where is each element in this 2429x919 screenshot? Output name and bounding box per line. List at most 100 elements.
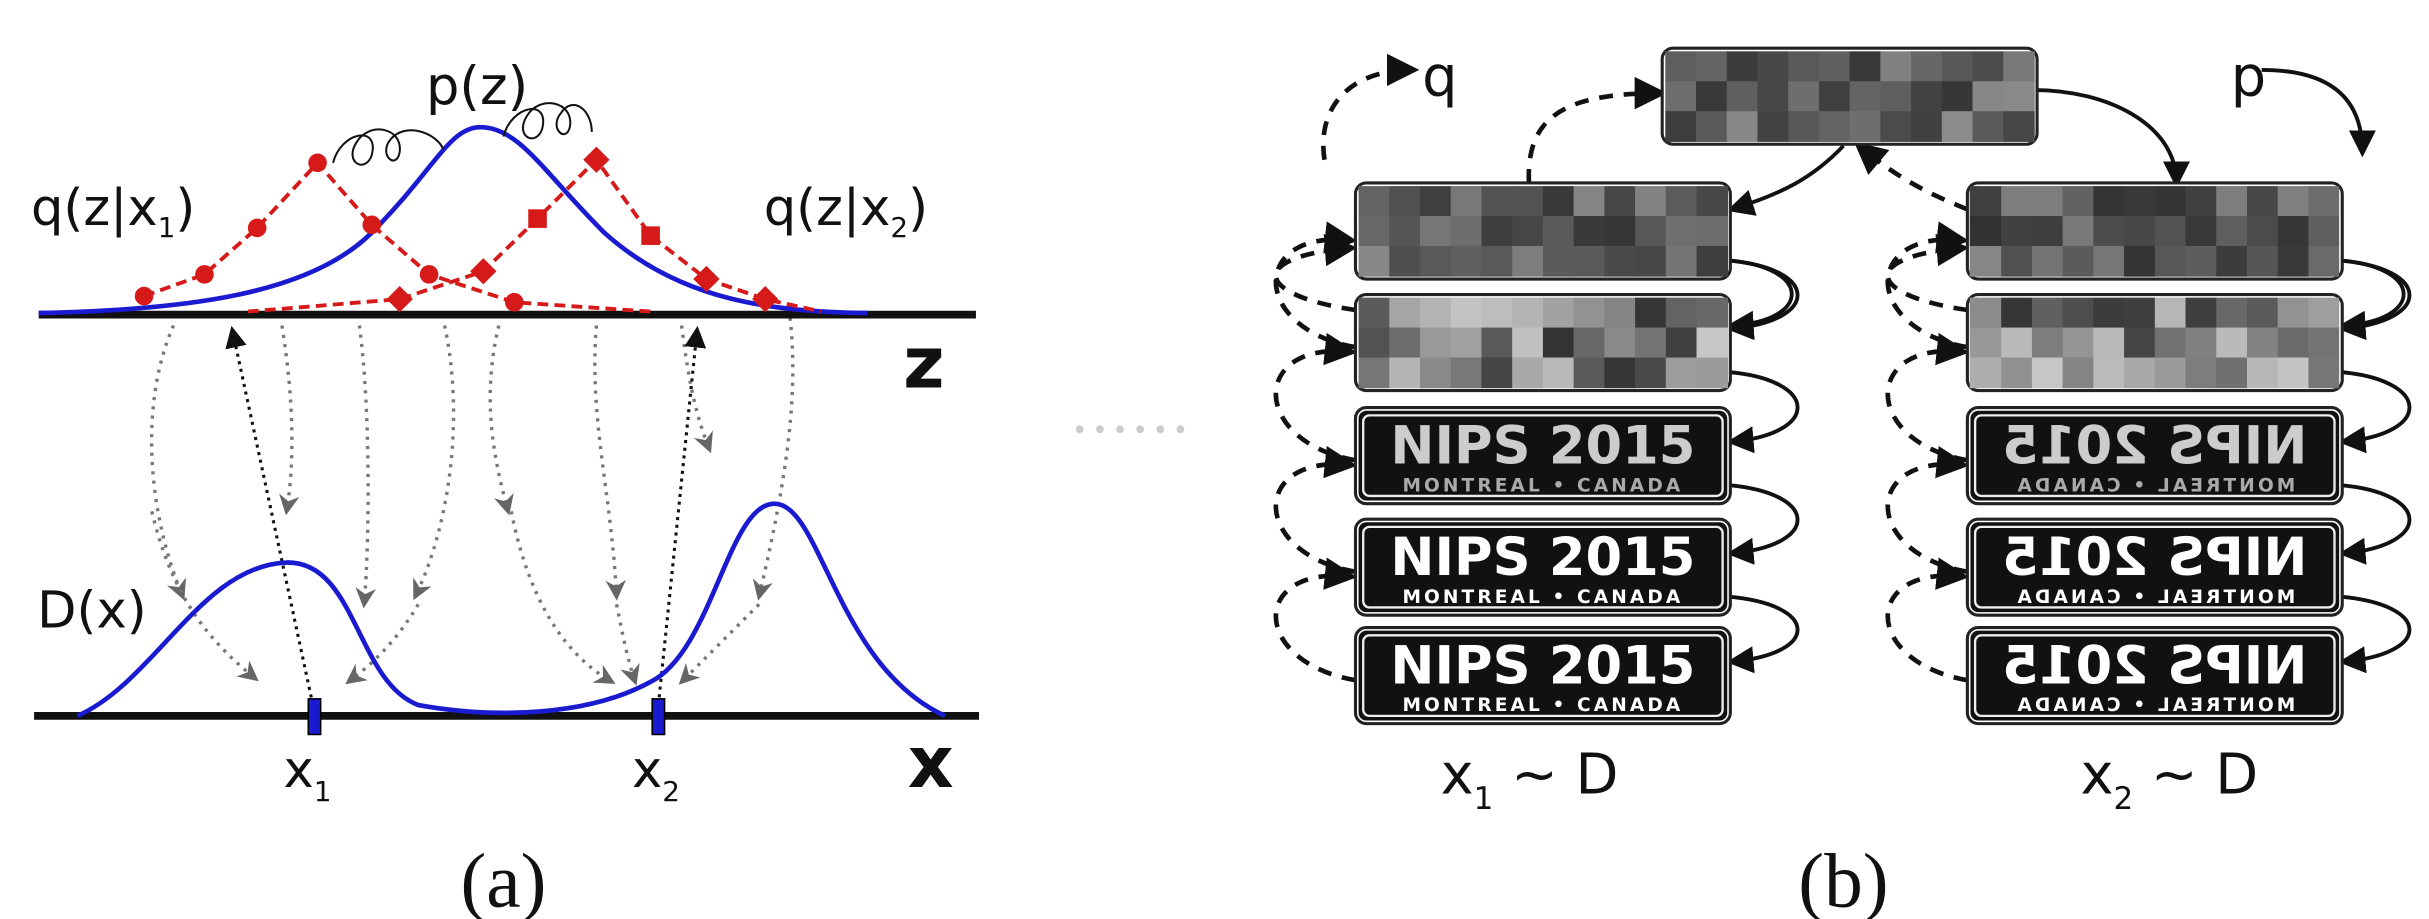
posterior-label: q(z|x2): [764, 179, 928, 244]
image-pixel: [2031, 358, 2062, 389]
image-pixel: [1481, 298, 1512, 329]
image-pixel: [2308, 216, 2339, 247]
image-pixel: [2215, 328, 2246, 359]
image-pixel: [1389, 246, 1420, 277]
decode-arrow: [1727, 597, 1797, 662]
image-title: NIPS 2015: [1390, 635, 1695, 696]
prior-label: p(z): [426, 56, 528, 117]
data-density: [77, 504, 945, 716]
image-pixel: [2185, 328, 2216, 359]
caption: (b): [1798, 837, 1888, 919]
image-pixel: [1666, 246, 1697, 277]
image-pixel: [2154, 358, 2185, 389]
image-pixel: [1512, 246, 1543, 277]
decode-arrow: [2339, 597, 2409, 662]
generated-image: [1355, 183, 1730, 279]
image-pixel: [1574, 246, 1605, 277]
image-pixel: [2277, 186, 2308, 217]
encode-arrow: [1888, 351, 1968, 460]
image-pixel: [1635, 328, 1666, 359]
image-pixel: [1973, 51, 2004, 82]
image-pixel: [2000, 216, 2031, 247]
label-sub: 1: [1474, 781, 1494, 817]
image-pixel: [1850, 111, 1881, 142]
image-pixel: [1635, 186, 1666, 217]
image-pixel: [1512, 328, 1543, 359]
image-pixel: [1359, 216, 1390, 247]
image-pixel: [2093, 246, 2124, 277]
image-pixel: [1635, 246, 1666, 277]
image-pixel: [1635, 358, 1666, 389]
image-pixel: [1942, 111, 1973, 142]
label-part: x: [2080, 742, 2113, 807]
label-part: q(z|x: [31, 179, 158, 238]
image-pixel: [2000, 358, 2031, 389]
generated-image: [1967, 295, 2342, 391]
image-pixel: [1359, 358, 1390, 389]
image-pixel: [1543, 216, 1574, 247]
image-pixel: [2031, 186, 2062, 217]
image-pixel: [2215, 358, 2246, 389]
image-pixel: [2246, 328, 2277, 359]
image-pixel: [2000, 328, 2031, 359]
image-pixel: [2031, 328, 2062, 359]
image-pixel: [1970, 216, 2001, 247]
image-pixel: [1389, 186, 1420, 217]
latent-axis-label: z: [903, 321, 944, 404]
image-pixel: [2123, 328, 2154, 359]
point-label: x1: [283, 741, 331, 808]
image-pixel: [1697, 246, 1728, 277]
image-pixel: [1788, 51, 1819, 82]
data-point: [652, 699, 664, 735]
image-pixel: [1451, 216, 1482, 247]
image-title: NIPS 2015: [2002, 635, 2307, 696]
image-pixel: [1911, 81, 1942, 112]
label-sub: 2: [2113, 781, 2133, 817]
encode-arrow: [1888, 464, 1968, 572]
image-pixel: [1911, 51, 1942, 82]
image-pixel: [1389, 358, 1420, 389]
image-pixel: [2308, 358, 2339, 389]
image-pixel: [1697, 186, 1728, 217]
image-pixel: [1697, 358, 1728, 389]
image-pixel: [2062, 246, 2093, 277]
caption: (a): [460, 837, 546, 919]
image-pixel: [2123, 246, 2154, 277]
image-pixel: [1481, 216, 1512, 247]
image-pixel: [1970, 298, 2001, 329]
image-pixel: [1574, 216, 1605, 247]
image-pixel: [1451, 246, 1482, 277]
image-pixel: [1757, 111, 1788, 142]
image-pixel: [1942, 51, 1973, 82]
image-pixel: [1359, 298, 1390, 329]
image-pixel: [2277, 298, 2308, 329]
image-pixel: [2246, 298, 2277, 329]
image-pixel: [2093, 298, 2124, 329]
sample-label: x1 ~ D: [1441, 742, 1619, 816]
image-pixel: [2185, 216, 2216, 247]
figure: p(z) q(z|x1) q(z|x2) z D(x) x x1 x2 (a) …: [0, 0, 2429, 919]
label-part: ~ D: [1493, 742, 1618, 807]
image-pixel: [1451, 328, 1482, 359]
image-pixel: [1665, 81, 1696, 112]
image-pixel: [1666, 186, 1697, 217]
image-pixel: [1481, 186, 1512, 217]
image-pixel: [2154, 186, 2185, 217]
image-subtitle: MONTREAL • CANADA: [2014, 695, 2295, 716]
image-pixel: [2062, 298, 2093, 329]
image-pixel: [1911, 111, 1942, 142]
image-pixel: [1880, 111, 1911, 142]
image-pixel: [1481, 328, 1512, 359]
image-pixel: [1666, 328, 1697, 359]
image-subtitle: MONTREAL • CANADA: [2014, 587, 2295, 608]
label-part: x: [283, 741, 313, 800]
image-pixel: [2031, 298, 2062, 329]
image-pixel: [1420, 246, 1451, 277]
image-pixel: [2123, 358, 2154, 389]
image-pixel: [2003, 51, 2034, 82]
generated-image: [1967, 183, 2342, 279]
image-pixel: [1481, 358, 1512, 389]
image-pixel: [1970, 358, 2001, 389]
label-part: x: [1441, 742, 1474, 807]
image-pixel: [2062, 216, 2093, 247]
